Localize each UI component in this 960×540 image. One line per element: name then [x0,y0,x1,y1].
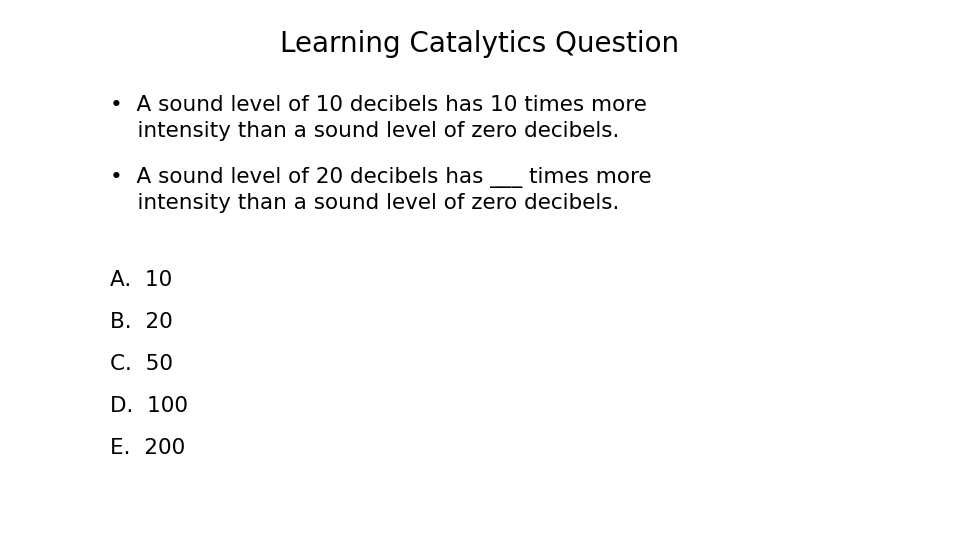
Text: •  A sound level of 10 decibels has 10 times more: • A sound level of 10 decibels has 10 ti… [110,95,647,115]
Text: intensity than a sound level of zero decibels.: intensity than a sound level of zero dec… [110,121,619,141]
Text: D.  100: D. 100 [110,396,188,416]
Text: B.  20: B. 20 [110,312,173,332]
Text: A.  10: A. 10 [110,270,172,290]
Text: C.  50: C. 50 [110,354,173,374]
Text: •  A sound level of 20 decibels has ___ times more: • A sound level of 20 decibels has ___ t… [110,167,652,188]
Text: E.  200: E. 200 [110,438,185,458]
Text: intensity than a sound level of zero decibels.: intensity than a sound level of zero dec… [110,193,619,213]
Text: Learning Catalytics Question: Learning Catalytics Question [280,30,680,58]
